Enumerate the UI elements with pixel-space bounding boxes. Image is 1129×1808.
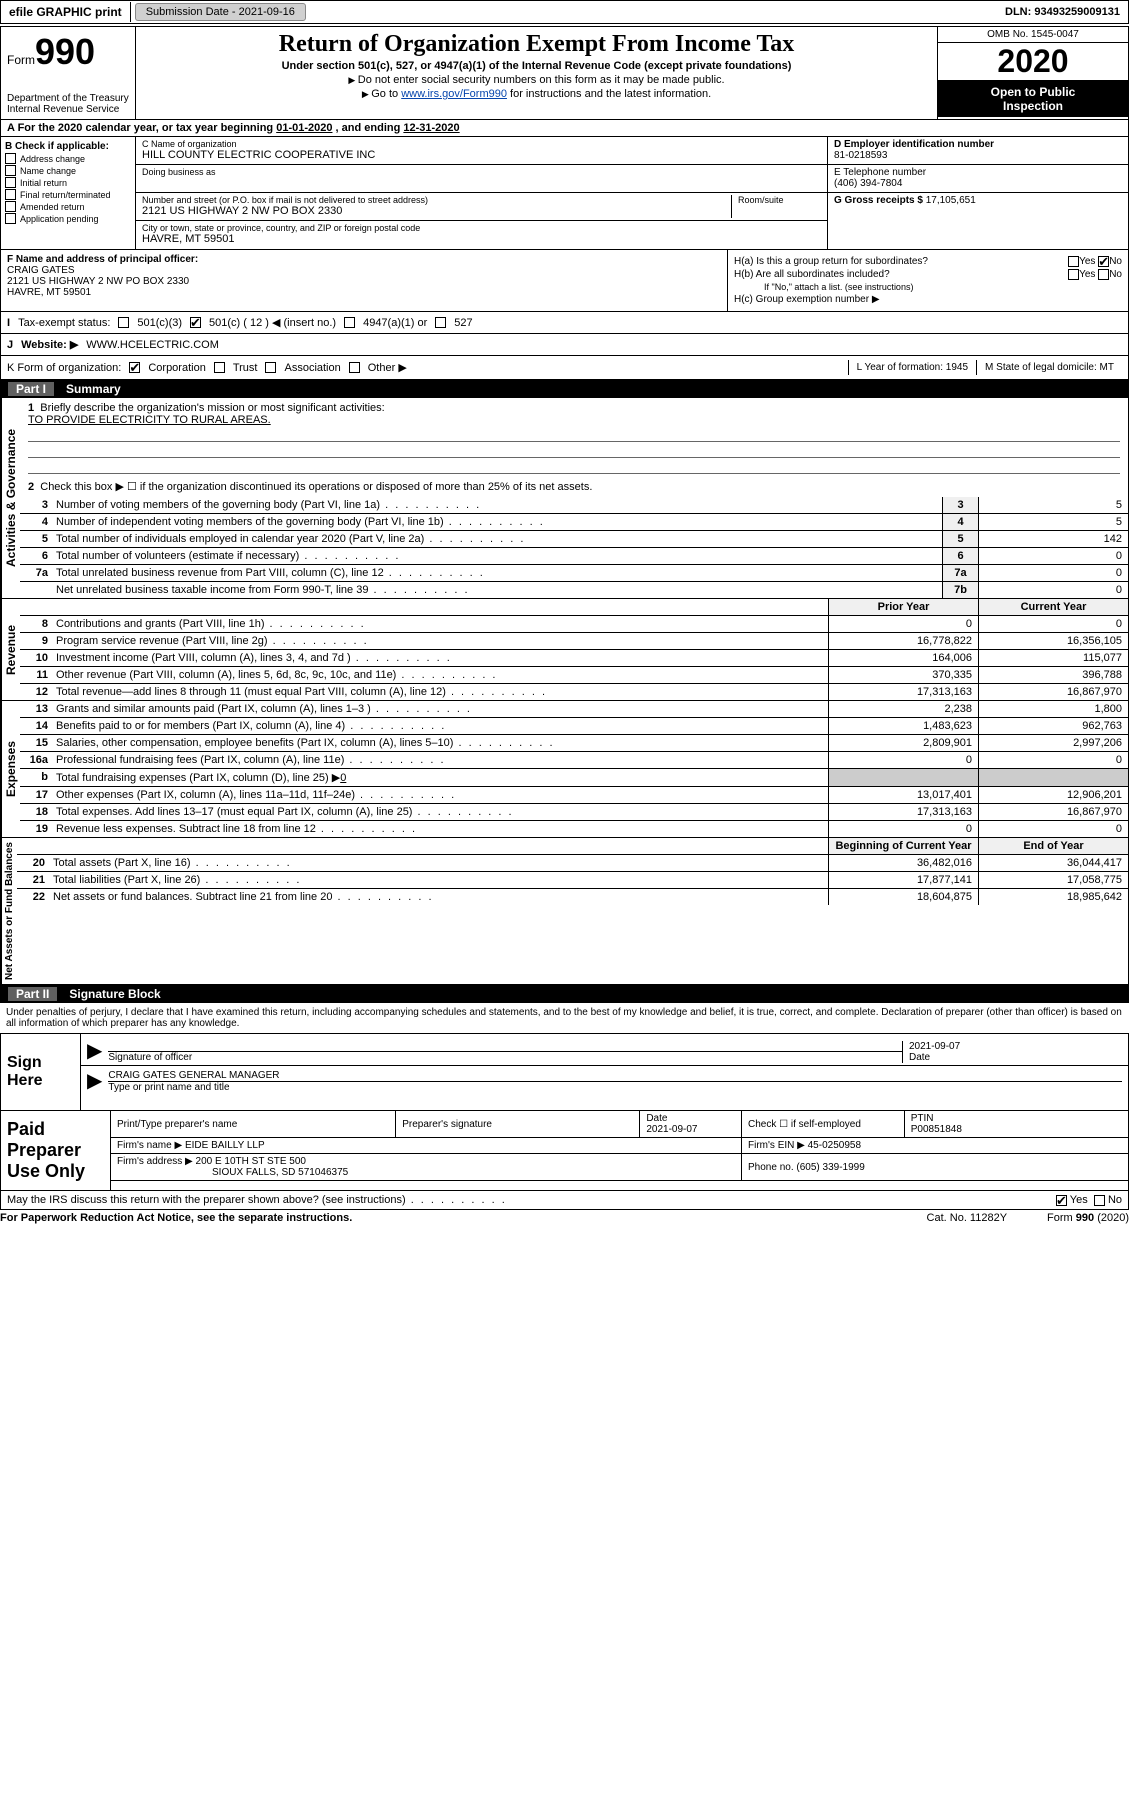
line-5: 5 Total number of individuals employed i… [20,531,1128,548]
website-row: J Website: ▶ WWW.HCELECTRIC.COM [0,334,1129,356]
name-arrow-icon: ▶ [87,1068,102,1093]
501c3-checkbox[interactable] [118,317,129,328]
line-18: 18 Total expenses. Add lines 13–17 (must… [20,804,1128,821]
mission-text: TO PROVIDE ELECTRICITY TO RURAL AREAS. [28,414,1120,426]
trust-checkbox[interactable] [214,362,225,373]
line-3: 3 Number of voting members of the govern… [20,497,1128,514]
4947-checkbox[interactable] [344,317,355,328]
officer-name-title: CRAIG GATES GENERAL MANAGER [108,1070,1122,1082]
page-footer: For Paperwork Reduction Act Notice, see … [0,1210,1129,1226]
instructions-link[interactable]: www.irs.gov/Form990 [401,88,507,100]
org-city: HAVRE, MT 59501 [142,233,821,245]
efile-label: efile GRAPHIC print [1,2,131,22]
line-11: 11 Other revenue (Part VIII, column (A),… [20,667,1128,684]
org-street: 2121 US HIGHWAY 2 NW PO BOX 2330 [142,205,731,217]
activities-governance-section: Activities & Governance 1 Briefly descri… [0,398,1129,599]
initial-return-checkbox[interactable] [5,177,16,188]
line-14: 14 Benefits paid to or for members (Part… [20,718,1128,735]
phone-value: (406) 394-7804 [834,178,1122,189]
penalty-text: Under penalties of perjury, I declare th… [0,1003,1129,1034]
discuss-row: May the IRS discuss this return with the… [0,1191,1129,1210]
website-value: WWW.HCELECTRIC.COM [86,339,219,351]
ein-phone-column: D Employer identification number 81-0218… [828,137,1128,249]
line-22: 22 Net assets or fund balances. Subtract… [17,889,1128,905]
final-return-checkbox[interactable] [5,189,16,200]
ha-no-checkbox[interactable] [1098,256,1109,267]
form-title: Return of Organization Exempt From Incom… [146,31,927,58]
dln-label: DLN: 93493259009131 [997,3,1128,21]
year-formation: 1945 [946,362,968,373]
hb-yes-checkbox[interactable] [1068,269,1079,280]
line-7a: 7a Total unrelated business revenue from… [20,565,1128,582]
line-10: 10 Investment income (Part VIII, column … [20,650,1128,667]
check-applicable-column: B Check if applicable: Address change Na… [1,137,136,249]
assoc-checkbox[interactable] [265,362,276,373]
line-4: 4 Number of independent voting members o… [20,514,1128,531]
ein-value: 81-0218593 [834,150,1122,161]
net-assets-section: Net Assets or Fund Balances Beginning of… [0,838,1129,985]
identity-block: B Check if applicable: Address change Na… [0,137,1129,250]
line-19: 19 Revenue less expenses. Subtract line … [20,821,1128,837]
org-form-row: K Form of organization: Corporation Trus… [0,356,1129,380]
corp-checkbox[interactable] [129,362,140,373]
line-20: 20 Total assets (Part X, line 16) 36,482… [17,855,1128,872]
line-16a: 16a Professional fundraising fees (Part … [20,752,1128,769]
line-21: 21 Total liabilities (Part X, line 26) 1… [17,872,1128,889]
firm-phone: (605) 339-1999 [796,1162,864,1173]
line-7b: Net unrelated business taxable income fr… [20,582,1128,598]
part2-header: Part II Signature Block [0,985,1129,1003]
officer-name: CRAIG GATES [7,265,721,276]
prep-date: 2021-09-07 [646,1124,697,1135]
revenue-section: Revenue Prior Year Current Year 8 Contri… [0,599,1129,701]
form-header: Form990 Department of the Treasury Inter… [0,26,1129,120]
discuss-yes-checkbox[interactable] [1056,1195,1067,1206]
ptin-value: P00851848 [911,1124,962,1135]
org-name: HILL COUNTY ELECTRIC COOPERATIVE INC [142,149,821,161]
omb-year-block: OMB No. 1545-0047 2020 Open to PublicIns… [938,27,1128,119]
line-12: 12 Total revenue—add lines 8 through 11 … [20,684,1128,700]
application-pending-checkbox[interactable] [5,213,16,224]
other-checkbox[interactable] [349,362,360,373]
expenses-section: Expenses 13 Grants and similar amounts p… [0,701,1129,838]
officer-group-row: F Name and address of principal officer:… [0,250,1129,312]
amended-return-checkbox[interactable] [5,201,16,212]
form-number-block: Form990 Department of the Treasury Inter… [1,27,136,119]
hb-no-checkbox[interactable] [1098,269,1109,280]
line-16b: b Total fundraising expenses (Part IX, c… [20,769,1128,787]
state-domicile: MT [1100,362,1114,373]
organization-info-column: C Name of organization HILL COUNTY ELECT… [136,137,828,249]
discuss-no-checkbox[interactable] [1094,1195,1105,1206]
line-13: 13 Grants and similar amounts paid (Part… [20,701,1128,718]
line-8: 8 Contributions and grants (Part VIII, l… [20,616,1128,633]
sign-arrow-icon: ▶ [87,1038,102,1063]
line-6: 6 Total number of volunteers (estimate i… [20,548,1128,565]
sign-block: Sign Here ▶ Signature of officer 2021-09… [0,1034,1129,1111]
address-change-checkbox[interactable] [5,153,16,164]
submission-date-button[interactable]: Submission Date - 2021-09-16 [135,3,306,21]
preparer-block: Paid Preparer Use Only Print/Type prepar… [0,1111,1129,1191]
sign-date: 2021-09-07 [909,1041,1122,1052]
tax-year-row: A For the 2020 calendar year, or tax yea… [0,120,1129,137]
line-9: 9 Program service revenue (Part VIII, li… [20,633,1128,650]
part1-header: Part I Summary [0,380,1129,398]
top-bar: efile GRAPHIC print Submission Date - 20… [0,0,1129,24]
name-change-checkbox[interactable] [5,165,16,176]
form-title-block: Return of Organization Exempt From Incom… [136,27,938,119]
tax-exempt-row: ITax-exempt status: 501(c)(3) 501(c) ( 1… [0,312,1129,334]
501c-checkbox[interactable] [190,317,201,328]
line-15: 15 Salaries, other compensation, employe… [20,735,1128,752]
gross-receipts-value: 17,105,651 [926,195,976,206]
line-17: 17 Other expenses (Part IX, column (A), … [20,787,1128,804]
firm-ein: 45-0250958 [808,1140,861,1151]
527-checkbox[interactable] [435,317,446,328]
ha-yes-checkbox[interactable] [1068,256,1079,267]
firm-name: EIDE BAILLY LLP [185,1140,265,1151]
